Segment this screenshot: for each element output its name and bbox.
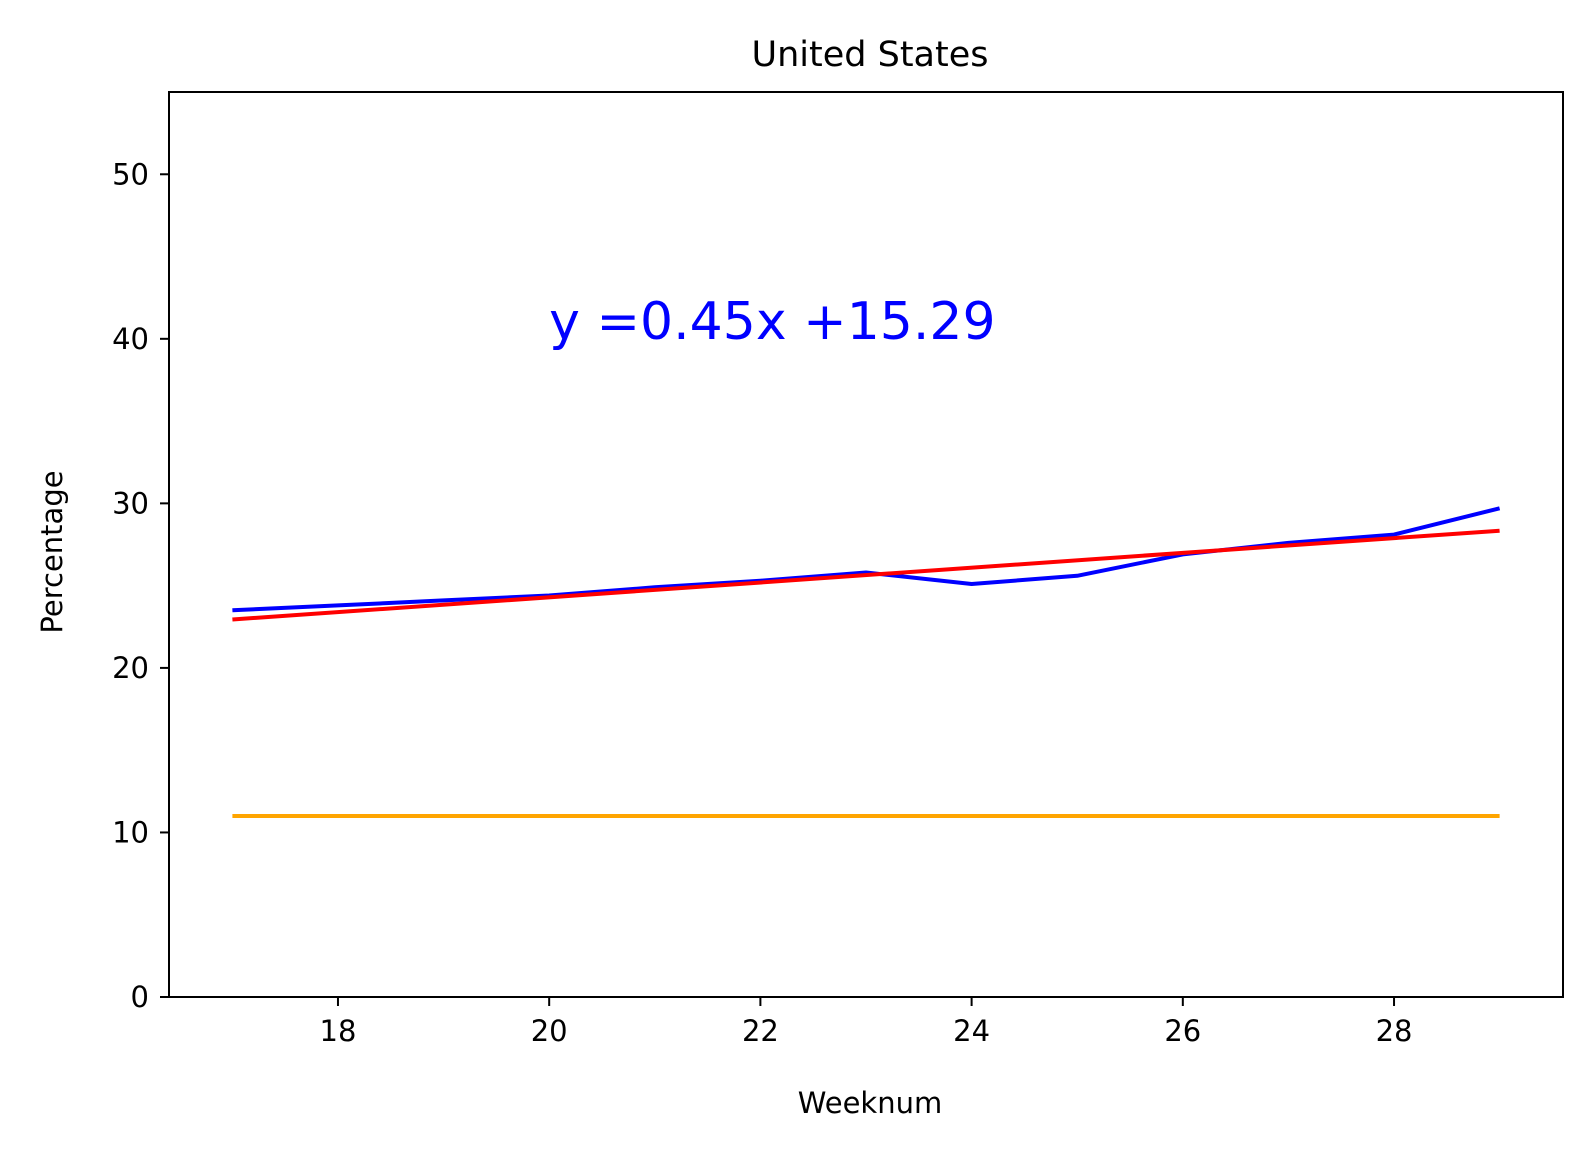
series-line-1: [232, 528, 1500, 622]
y-tick-label-40: 40: [112, 322, 149, 356]
x-tick-label-22: 22: [742, 1014, 779, 1048]
x-tick-label-26: 26: [1164, 1014, 1201, 1048]
series-line-0: [232, 506, 1501, 613]
y-tick-label-10: 10: [112, 815, 149, 849]
x-tick-label-18: 18: [320, 1014, 357, 1048]
x-tick-label-28: 28: [1376, 1014, 1413, 1048]
y-tick-label-30: 30: [112, 486, 149, 520]
regression-equation-annotation: y =0.45x +15.29: [549, 292, 995, 352]
plot-frame: [168, 91, 1564, 998]
plot-area: y =0.45x +15.29: [232, 292, 1501, 818]
y-tick-label-0: 0: [131, 980, 149, 1014]
x-tick-label-24: 24: [953, 1014, 990, 1048]
x-axis-label: Weeknum: [798, 1086, 942, 1120]
y-tick-label-50: 50: [112, 157, 149, 191]
axis-ticks: 18 20 22 24 26 28 0 10 20 30 40 50: [112, 157, 1412, 1048]
chart-title: United States: [751, 35, 988, 75]
y-tick-label-20: 20: [112, 651, 149, 685]
x-tick-label-20: 20: [531, 1014, 568, 1048]
y-axis-label: Percentage: [35, 470, 69, 633]
